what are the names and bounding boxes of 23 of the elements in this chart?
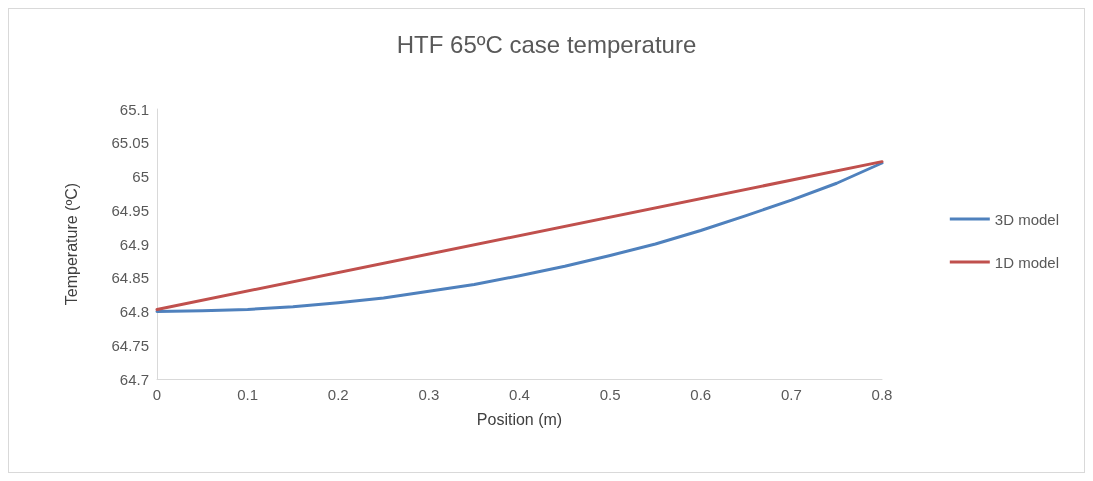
y-tick-label: 64.8 [119, 303, 149, 320]
y-tick-label: 65 [132, 168, 149, 185]
legend-label: 1D model [994, 253, 1060, 271]
x-tick-label: 0.4 [509, 386, 530, 403]
y-axis-title: Temperature (ºC) [62, 182, 80, 306]
x-tick-label: 0 [152, 386, 162, 403]
y-tick-label: 64.95 [111, 201, 149, 219]
y-tick-label: 65.1 [119, 100, 149, 118]
x-tick-label: 0.2 [327, 386, 349, 403]
y-tick-label: 64.75 [111, 336, 149, 354]
chart-title: HTF 65ºC case temperature [396, 30, 697, 58]
x-tick-label: 0.6 [690, 386, 712, 403]
x-tick-label: 0.8 [871, 386, 893, 403]
x-tick-label: 0.5 [599, 386, 621, 403]
y-tick-label: 64.7 [119, 370, 149, 388]
y-tick-label: 65.05 [111, 134, 149, 152]
legend-label: 3D model [994, 210, 1060, 228]
y-tick-label: 64.9 [119, 235, 149, 253]
x-tick-label: 0.1 [237, 386, 259, 403]
x-tick-label: 0.7 [780, 386, 802, 403]
y-tick-label: 64.85 [111, 269, 149, 287]
x-tick-label: 0.3 [418, 386, 440, 403]
x-axis-title: Position (m) [476, 410, 563, 428]
